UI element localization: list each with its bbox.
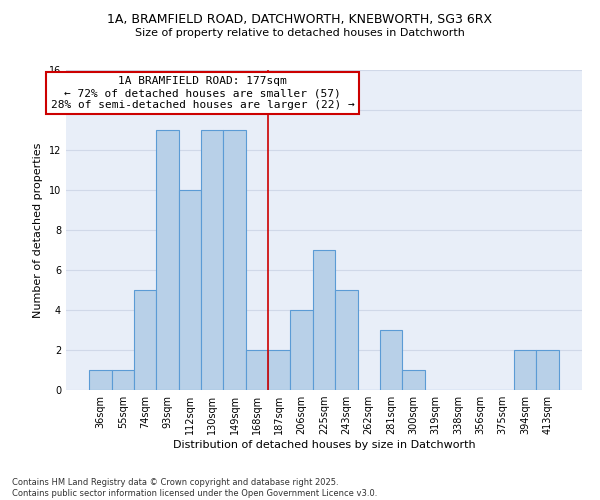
Text: Contains HM Land Registry data © Crown copyright and database right 2025.
Contai: Contains HM Land Registry data © Crown c… — [12, 478, 377, 498]
Bar — [290, 310, 313, 390]
Bar — [89, 370, 112, 390]
Y-axis label: Number of detached properties: Number of detached properties — [33, 142, 43, 318]
Bar — [335, 290, 358, 390]
Bar — [313, 250, 335, 390]
Bar — [246, 350, 268, 390]
Bar — [201, 130, 223, 390]
Bar — [112, 370, 134, 390]
Bar — [223, 130, 246, 390]
Text: 1A BRAMFIELD ROAD: 177sqm
← 72% of detached houses are smaller (57)
28% of semi-: 1A BRAMFIELD ROAD: 177sqm ← 72% of detac… — [51, 76, 355, 110]
Bar — [268, 350, 290, 390]
Bar — [157, 130, 179, 390]
Bar — [380, 330, 402, 390]
Bar — [536, 350, 559, 390]
Text: 1A, BRAMFIELD ROAD, DATCHWORTH, KNEBWORTH, SG3 6RX: 1A, BRAMFIELD ROAD, DATCHWORTH, KNEBWORT… — [107, 12, 493, 26]
Bar — [134, 290, 157, 390]
Bar — [402, 370, 425, 390]
Bar — [514, 350, 536, 390]
X-axis label: Distribution of detached houses by size in Datchworth: Distribution of detached houses by size … — [173, 440, 475, 450]
Bar — [179, 190, 201, 390]
Text: Size of property relative to detached houses in Datchworth: Size of property relative to detached ho… — [135, 28, 465, 38]
